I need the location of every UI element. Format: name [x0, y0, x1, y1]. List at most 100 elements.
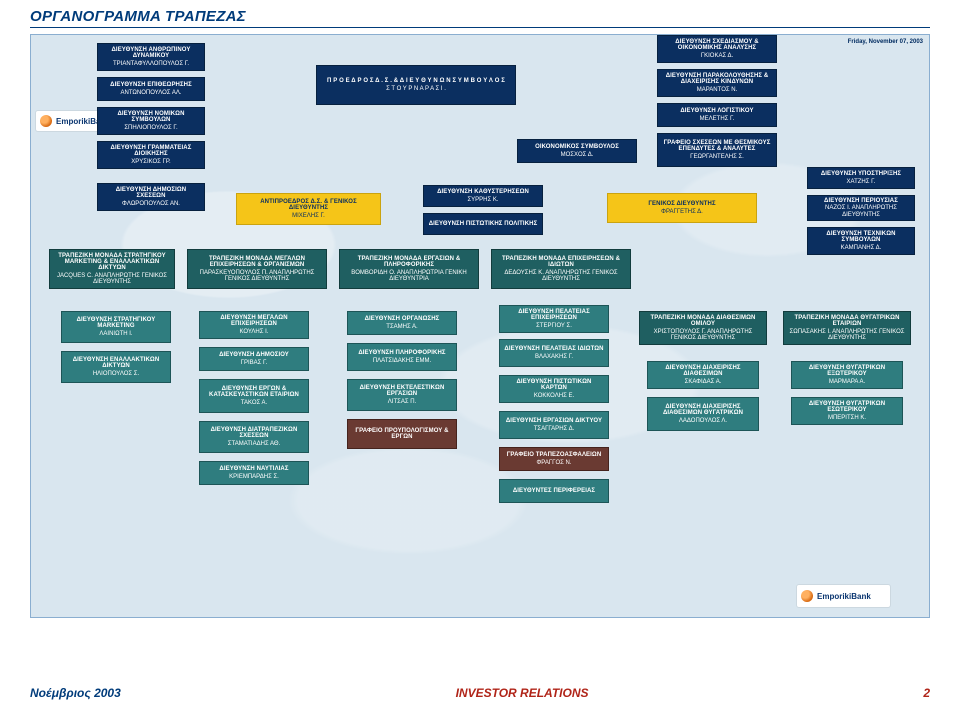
org-node-c25: ΔΙΕΥΘΥΝΣΗ ΝΑΥΤΙΛΙΑΣΚΡΙΕΜΠΑΡΔΗΣ Σ. — [199, 461, 309, 485]
org-node-subtitle: ΤΣΑΜΗΣ Α. — [352, 324, 452, 330]
org-node-ec: ΟΙΚΟΝΟΜΙΚΟΣ ΣΥΜΒΟΥΛΟΣΜΟΣΧΟΣ Δ. — [517, 139, 637, 163]
org-node-c33: ΔΙΕΥΘΥΝΣΗ ΕΚΤΕΛΕΣΤΙΚΩΝ ΕΡΓΑΣΙΩΝΛΙΤΣΑΣ Π. — [347, 379, 457, 411]
org-node-subtitle: ΑΝΤΩΝΟΠΟΥΛΟΣ ΑΛ. — [102, 90, 200, 96]
org-node-subtitle: ΦΡΑΓΓΟΣ Ν. — [504, 460, 604, 466]
title-rule — [30, 27, 930, 28]
org-node-title: ΔΙΕΥΘΥΝΣΗ ΥΠΟΣΤΗΡΙΞΗΣ — [812, 171, 910, 177]
org-node-subtitle: ΔΕΔΟΥΣΗΣ Κ. ΑΝΑΠΛΗΡΩΤΗΣ ΓΕΝΙΚΟΣ ΔΙΕΥΘΥΝΤ… — [496, 270, 626, 283]
org-node-title: ΤΡΑΠΕΖΙΚΗ ΜΟΝΑΔΑ ΣΤΡΑΤΗΓΙΚΟΥ MARKETING &… — [54, 253, 170, 272]
org-node-p3: ΔΙΕΥΘΥΝΣΗ ΝΟΜΙΚΩΝ ΣΥΜΒΟΥΛΩΝΣΠΗΛΙΟΠΟΥΛΟΣ … — [97, 107, 205, 135]
org-node-subtitle: ΜΑΡΜΑΡΑ Α. — [796, 379, 898, 385]
org-node-tc: ΔΙΕΥΘΥΝΣΗ ΤΕΧΝΙΚΩΝ ΣΥΜΒΟΥΛΩΝΚΑΜΠΑΝΗΣ Δ. — [807, 227, 915, 255]
org-node-subtitle: ΗΛΙΟΠΟΥΛΟΣ Σ. — [66, 371, 166, 377]
org-node-subtitle: ΠΑΡΑΣΚΕΥΟΠΟΥΛΟΣ Π. ΑΝΑΠΛΗΡΩΤΗΣ ΓΕΝΙΚΟΣ Δ… — [192, 270, 322, 283]
org-node-c22: ΔΙΕΥΘΥΝΣΗ ΔΗΜΟΣΙΟΥΓΡΙΒΑΣ Γ. — [199, 347, 309, 371]
org-node-title: ΔΙΕΥΘΥΝΣΗ ΝΟΜΙΚΩΝ ΣΥΜΒΟΥΛΩΝ — [102, 111, 200, 124]
org-node-title: ΔΙΕΥΘΥΝΣΗ ΔΙΑΤΡΑΠΕΖΙΚΩΝ ΣΧΕΣΕΩΝ — [204, 427, 304, 440]
org-node-h3: ΔΙΕΥΘΥΝΣΗ ΘΥΓΑΤΡΙΚΩΝ ΕΣΩΤΕΡΙΚΟΥΜΠΕΡΙΤΣΗ … — [791, 397, 903, 425]
org-node-u2: ΤΡΑΠΕΖΙΚΗ ΜΟΝΑΔΑ ΜΕΓΑΛΩΝ ΕΠΙΧΕΙΡΗΣΕΩΝ & … — [187, 249, 327, 289]
org-node-subtitle: ΚΡΙΕΜΠΑΡΔΗΣ Σ. — [204, 474, 304, 480]
org-node-title: ΔΙΕΥΘΥΝΣΗ ΟΡΓΑΝΩΣΗΣ — [352, 316, 452, 322]
org-node-title: ΓΡΑΦΕΙΟ ΠΡΟΥΠΟΛΟΓΙΣΜΟΥ & ΕΡΓΩΝ — [352, 428, 452, 441]
org-node-title: ΔΙΕΥΘΥΝΣΗ ΠΕΡΙΟΥΣΙΑΣ — [812, 198, 910, 204]
org-node-title: Π Ρ Ο Ε Δ Ρ Ο Σ Δ . Σ . & Δ Ι Ε Υ Θ Υ Ν … — [321, 78, 511, 84]
org-node-subtitle: ΣΤΕΡΓΙΟΥ Σ. — [504, 323, 604, 329]
org-node-title: ΔΙΕΥΘΥΝΣΗ ΛΟΓΙΣΤΙΚΟΥ — [662, 108, 772, 114]
org-node-subtitle: ΜΙΧΕΛΗΣ Γ. — [241, 213, 376, 219]
org-node-title: ΓΕΝΙΚΟΣ ΔΙΕΥΘΥΝΤΗΣ — [612, 201, 752, 207]
org-node-g2: ΔΙΕΥΘΥΝΣΗ ΔΙΑΧΕΙΡΙΣΗΣ ΔΙΑΘΕΣΙΜΩΝΣΚΑΦΙΔΑΣ… — [647, 361, 759, 389]
org-node-subtitle: ΣΥΡΡΗΣ Κ. — [428, 197, 538, 203]
org-node-title: ΔΙΕΥΘΥΝΣΗ ΕΡΓΑΣΙΩΝ ΔΙΚΤΥΟΥ — [504, 418, 604, 424]
org-node-subtitle: ΣΠΗΛΙΟΠΟΥΛΟΣ Γ. — [102, 125, 200, 131]
org-node-title: ΔΙΕΥΘΥΝΣΗ ΜΕΓΑΛΩΝ ΕΠΙΧΕΙΡΗΣΕΩΝ — [204, 315, 304, 328]
org-node-title: ΤΡΑΠΕΖΙΚΗ ΜΟΝΑΔΑ ΔΙΑΘΕΣΙΜΩΝ ΟΜΙΛΟΥ — [644, 315, 762, 328]
org-node-c46: ΔΙΕΥΘΥΝΤΕΣ ΠΕΡΙΦΕΡΕΙΑΣ — [499, 479, 609, 503]
org-node-title: ΑΝΤΙΠΡΟΕΔΡΟΣ Δ.Σ. & ΓΕΝΙΚΟΣ ΔΙΕΥΘΥΝΤΗΣ — [241, 199, 376, 212]
org-node-c11: ΔΙΕΥΘΥΝΣΗ ΣΤΡΑΤΗΓΙΚΟΥ MARKETINGΛΑΙΝΙΩΤΗ … — [61, 311, 171, 343]
org-node-h1: ΤΡΑΠΕΖΙΚΗ ΜΟΝΑΔΑ ΘΥΓΑΤΡΙΚΩΝ ΕΤΑΙΡΙΩΝΣΩΠΑ… — [783, 311, 911, 345]
org-node-subtitle: ΛΑΔΟΠΟΥΛΟΣ Λ. — [652, 418, 754, 424]
org-node-c24: ΔΙΕΥΘΥΝΣΗ ΔΙΑΤΡΑΠΕΖΙΚΩΝ ΣΧΕΣΕΩΝΣΤΑΜΑΤΙΑΔ… — [199, 421, 309, 453]
org-node-c32: ΔΙΕΥΘΥΝΣΗ ΠΛΗΡΟΦΟΡΙΚΗΣΠΛΑΤΣΙΔΑΚΗΣ ΕΜΜ. — [347, 343, 457, 371]
org-node-subtitle: ΛΙΤΣΑΣ Π. — [352, 399, 452, 405]
org-node-title: ΔΙΕΥΘΥΝΣΗ ΘΥΓΑΤΡΙΚΩΝ ΕΞΩΤΕΡΙΚΟΥ — [796, 365, 898, 378]
org-node-c45: ΓΡΑΦΕΙΟ ΤΡΑΠΕΖΟΑΣΦΑΛΕΙΩΝΦΡΑΓΓΟΣ Ν. — [499, 447, 609, 471]
org-node-subtitle: ΣΩΠΑΣΑΚΗΣ Ι. ΑΝΑΠΛΗΡΩΤΗΣ ΓΕΝΙΚΟΣ ΔΙΕΥΘΥΝ… — [788, 329, 906, 342]
org-node-subtitle: ΚΟΚΚΟΛΗΣ Ε. — [504, 393, 604, 399]
org-node-subtitle: Σ Τ Ο Υ Ρ Ν Α Ρ Α Σ Ι . — [321, 86, 511, 92]
org-node-subtitle: ΜΑΡΑΝΤΟΣ Ν. — [662, 87, 772, 93]
org-node-subtitle: ΣΤΑΜΑΤΙΑΔΗΣ ΑΘ. — [204, 441, 304, 447]
org-node-title: ΔΙΕΥΘΥΝΣΗ ΕΠΙΘΕΩΡΗΣΗΣ — [102, 82, 200, 88]
org-node-title: ΔΙΕΥΘΥΝΣΗ ΠΙΣΤΩΤΙΚΩΝ ΚΑΡΤΩΝ — [504, 379, 604, 392]
org-node-title: ΔΙΕΥΘΥΝΣΗ ΓΡΑΜΜΑΤΕΙΑΣ ΔΙΟΙΚΗΣΗΣ — [102, 145, 200, 158]
org-node-c31: ΔΙΕΥΘΥΝΣΗ ΟΡΓΑΝΩΣΗΣ ΤΣΑΜΗΣ Α. — [347, 311, 457, 335]
org-node-c23: ΔΙΕΥΘΥΝΣΗ ΕΡΓΩΝ & ΚΑΤΑΣΚΕΥΑΣΤΙΚΩΝ ΕΤΑΙΡΙ… — [199, 379, 309, 413]
org-node-title: ΤΡΑΠΕΖΙΚΗ ΜΟΝΑΔΑ ΕΠΙΧΕΙΡΗΣΕΩΝ & ΙΔΙΩΤΩΝ — [496, 256, 626, 269]
org-node-subtitle: ΓΚΙΟΚΑΣ Δ. — [662, 53, 772, 59]
footer-left: Νοέμβριος 2003 — [30, 686, 121, 700]
org-node-subtitle: ΤΑΚΟΣ Α. — [204, 400, 304, 406]
org-node-title: ΔΙΕΥΘΥΝΣΗ ΚΑΘΥΣΤΕΡΗΣΕΩΝ — [428, 189, 538, 195]
org-node-p1: ΔΙΕΥΘΥΝΣΗ ΑΝΘΡΩΠΙΝΟΥ ΔΥΝΑΜΙΚΟΥΤΡΙΑΝΤΑΦΥΛ… — [97, 43, 205, 71]
org-node-pr: Π Ρ Ο Ε Δ Ρ Ο Σ Δ . Σ . & Δ Ι Ε Υ Θ Υ Ν … — [316, 65, 516, 105]
org-node-title: ΔΙΕΥΘΥΝΣΗ ΠΕΛΑΤΕΙΑΣ ΕΠΙΧΕΙΡΗΣΕΩΝ — [504, 309, 604, 322]
org-node-subtitle: ΠΛΑΤΣΙΔΑΚΗΣ ΕΜΜ. — [352, 358, 452, 364]
org-node-vp: ΑΝΤΙΠΡΟΕΔΡΟΣ Δ.Σ. & ΓΕΝΙΚΟΣ ΔΙΕΥΘΥΝΤΗΣΜΙ… — [236, 193, 381, 225]
org-node-title: ΔΙΕΥΘΥΝΣΗ ΣΤΡΑΤΗΓΙΚΟΥ MARKETING — [66, 317, 166, 330]
org-node-c21: ΔΙΕΥΘΥΝΣΗ ΜΕΓΑΛΩΝ ΕΠΙΧΕΙΡΗΣΕΩΝΚΟΥΛΗΣ Ι. — [199, 311, 309, 339]
org-node-title: ΔΙΕΥΘΥΝΣΗ ΠΕΛΑΤΕΙΑΣ ΙΔΙΩΤΩΝ — [504, 346, 604, 352]
org-node-subtitle: ΣΚΑΦΙΔΑΣ Α. — [652, 379, 754, 385]
org-node-cr: ΔΙΕΥΘΥΝΣΗ ΠΙΣΤΩΤΙΚΗΣ ΠΟΛΙΤΙΚΗΣ — [423, 213, 543, 235]
org-node-title: ΔΙΕΥΘΥΝΣΗ ΠΙΣΤΩΤΙΚΗΣ ΠΟΛΙΤΙΚΗΣ — [428, 221, 538, 227]
footer: Νοέμβριος 2003 INVESTOR RELATIONS 2 — [0, 686, 960, 700]
org-node-subtitle: ΒΟΜΒΟΡΙΔΗ Ο. ΑΝΑΠΛΗΡΩΤΡΙΑ ΓΕΝΙΚΗ ΔΙΕΥΘΥΝ… — [344, 270, 474, 283]
org-node-subtitle: ΒΛΑΧΑΚΗΣ Γ. — [504, 354, 604, 360]
org-node-title: ΔΙΕΥΘΥΝΣΗ ΔΙΑΧΕΙΡΙΣΗΣ ΔΙΑΘΕΣΙΜΩΝ — [652, 365, 754, 378]
org-node-subtitle: ΧΡΙΣΤΟΠΟΥΛΟΣ Γ. ΑΝΑΠΛΗΡΩΤΗΣ ΓΕΝΙΚΟΣ ΔΙΕΥ… — [644, 329, 762, 342]
org-node-h2: ΔΙΕΥΘΥΝΣΗ ΘΥΓΑΤΡΙΚΩΝ ΕΞΩΤΕΡΙΚΟΥΜΑΡΜΑΡΑ Α… — [791, 361, 903, 389]
org-node-pe: ΔΙΕΥΘΥΝΣΗ ΠΕΡΙΟΥΣΙΑΣΝΑΖΟΣ Ι. ΑΝΑΠΛΗΡΩΤΗΣ… — [807, 195, 915, 221]
footer-center: INVESTOR RELATIONS — [456, 686, 589, 700]
org-node-p2: ΔΙΕΥΘΥΝΣΗ ΕΠΙΘΕΩΡΗΣΗΣ ΑΝΤΩΝΟΠΟΥΛΟΣ ΑΛ. — [97, 77, 205, 101]
org-node-subtitle: ΦΛΩΡΟΠΟΥΛΟΣ ΑΝ. — [102, 201, 200, 207]
org-node-p5: ΔΙΕΥΘΥΝΣΗ ΔΗΜΟΣΙΩΝ ΣΧΕΣΕΩΝΦΛΩΡΟΠΟΥΛΟΣ ΑΝ… — [97, 183, 205, 211]
org-node-title: ΔΙΕΥΘΥΝΣΗ ΘΥΓΑΤΡΙΚΩΝ ΕΣΩΤΕΡΙΚΟΥ — [796, 401, 898, 414]
org-node-subtitle: ΧΑΤΖΗΣ Γ. — [812, 179, 910, 185]
org-node-title: ΔΙΕΥΘΥΝΣΗ ΔΗΜΟΣΙΟΥ — [204, 352, 304, 358]
footer-right: 2 — [923, 686, 930, 700]
org-node-title: ΔΙΕΥΘΥΝΤΕΣ ΠΕΡΙΦΕΡΕΙΑΣ — [504, 488, 604, 494]
page-title: ΟΡΓΑΝΟΓΡΑΜΜΑ ΤΡΑΠΕΖΑΣ — [30, 8, 246, 25]
org-node-title: ΤΡΑΠΕΖΙΚΗ ΜΟΝΑΔΑ ΘΥΓΑΤΡΙΚΩΝ ΕΤΑΙΡΙΩΝ — [788, 315, 906, 328]
bank-logo: EmporikiBank — [797, 585, 890, 607]
org-node-title: ΔΙΕΥΘΥΝΣΗ ΠΑΡΑΚΟΛΟΥΘΗΣΗΣ & ΔΙΑΧΕΙΡΙΣΗΣ Κ… — [662, 73, 772, 86]
org-node-title: ΤΡΑΠΕΖΙΚΗ ΜΟΝΑΔΑ ΕΡΓΑΣΙΩΝ & ΠΛΗΡΟΦΟΡΙΚΗΣ — [344, 256, 474, 269]
org-node-subtitle: ΧΡΥΣΙΚΟΣ ΓΡ. — [102, 159, 200, 165]
org-node-g1: ΤΡΑΠΕΖΙΚΗ ΜΟΝΑΔΑ ΔΙΑΘΕΣΙΜΩΝ ΟΜΙΛΟΥΧΡΙΣΤΟ… — [639, 311, 767, 345]
org-node-c12: ΔΙΕΥΘΥΝΣΗ ΕΝΑΛΛΑΚΤΙΚΩΝ ΔΙΚΤΥΩΝΗΛΙΟΠΟΥΛΟΣ… — [61, 351, 171, 383]
org-node-title: ΤΡΑΠΕΖΙΚΗ ΜΟΝΑΔΑ ΜΕΓΑΛΩΝ ΕΠΙΧΕΙΡΗΣΕΩΝ & … — [192, 256, 322, 269]
org-node-title: ΔΙΕΥΘΥΝΣΗ ΔΙΑΧΕΙΡΙΣΗΣ ΔΙΑΘΕΣΙΜΩΝ ΘΥΓΑΤΡΙ… — [652, 404, 754, 417]
org-node-subtitle: ΦΡΑΓΓΕΤΗΣ Δ. — [612, 209, 752, 215]
org-node-subtitle: ΤΣΑΓΓΑΡΗΣ Δ. — [504, 426, 604, 432]
org-node-subtitle: ΚΑΜΠΑΝΗΣ Δ. — [812, 245, 910, 251]
